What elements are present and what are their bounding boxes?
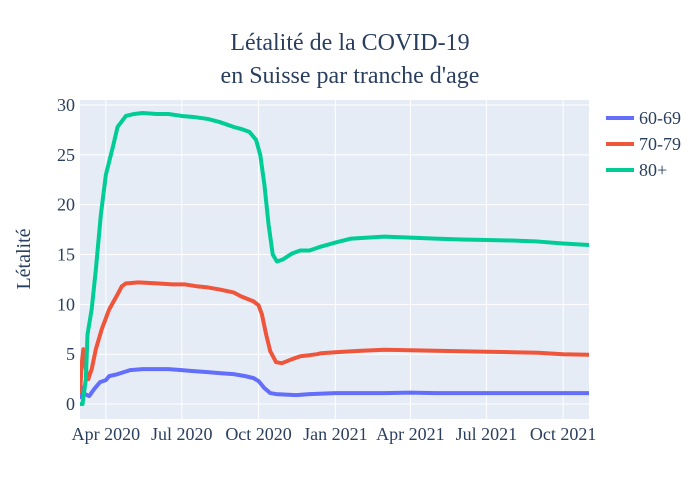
y-tick-label: 15	[57, 245, 75, 265]
plot-area: 0 5 10 15 20 25 30 Apr 2020 Jul 2020 Oct 2020 Jan …	[57, 95, 596, 444]
series-line-80	[80, 110, 589, 407]
y-tick-label: 5	[66, 344, 75, 364]
y-tick-label: 20	[57, 195, 75, 215]
chart-title-line-2: en Suisse par tranche d'age	[221, 63, 480, 89]
y-tick-label: 25	[57, 145, 75, 165]
y-tick-label: 30	[57, 95, 75, 115]
series-line-60-69	[80, 367, 589, 400]
legend-label: 70-79	[639, 134, 681, 154]
x-tick-label: Jul 2020	[151, 424, 213, 444]
x-tick-label: Jul 2021	[456, 424, 518, 444]
y-tick-label: 10	[57, 294, 75, 314]
plot-background	[80, 100, 589, 419]
x-tick-label: Oct 2021	[530, 424, 597, 444]
series-group	[80, 110, 589, 407]
chart-title-line-1: Létalité de la COVID-19	[230, 30, 469, 56]
x-tick-label: Apr 2020	[72, 424, 141, 444]
x-tick-label: Oct 2020	[225, 424, 292, 444]
y-axis-title: Létalité	[13, 228, 35, 289]
legend-label: 60-69	[639, 108, 681, 128]
x-tick-label: Apr 2021	[376, 424, 445, 444]
x-tick-label: Jan 2021	[303, 424, 368, 444]
series-line-70-79	[80, 280, 589, 395]
y-tick-label: 0	[66, 394, 75, 414]
legend: 60-69 70-79 80+	[606, 108, 681, 180]
legend-label: 80+	[639, 160, 667, 180]
